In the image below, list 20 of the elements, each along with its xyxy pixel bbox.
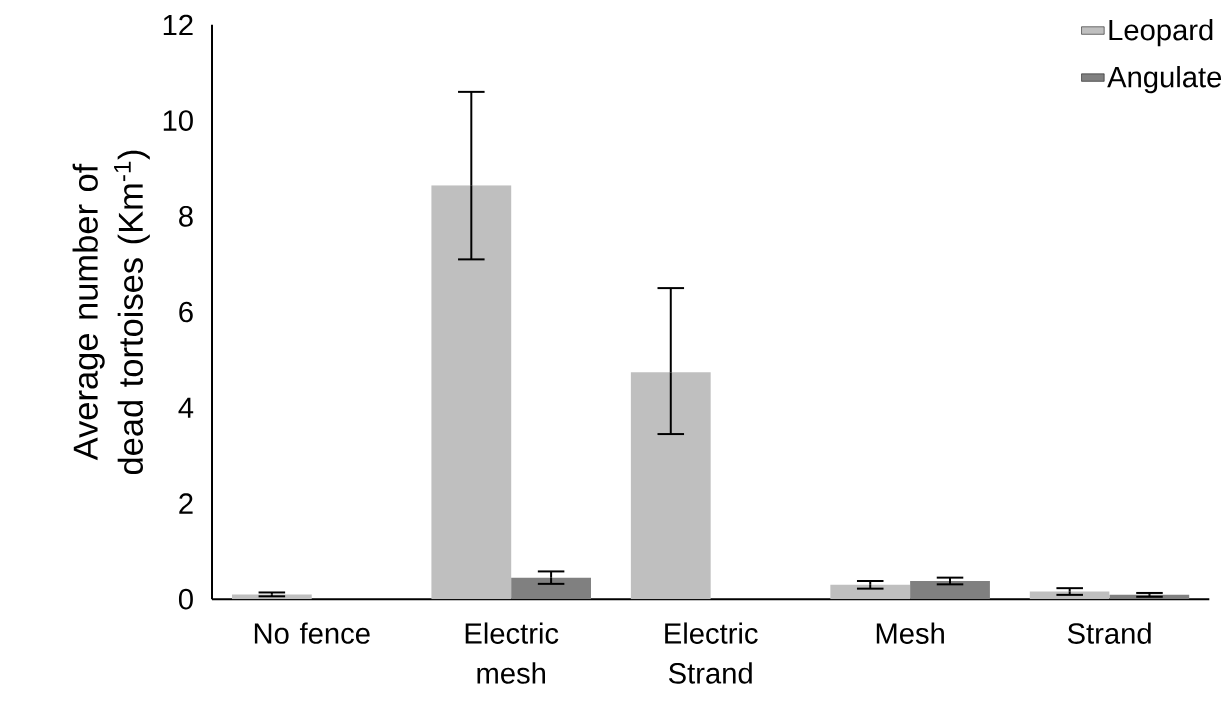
x-tick-label: Electric Strand bbox=[665, 622, 758, 684]
legend-label: Leopard bbox=[1109, 19, 1213, 47]
bar bbox=[910, 581, 990, 600]
bar bbox=[431, 185, 512, 600]
y-tick-label: 10 bbox=[163, 110, 193, 132]
x-tick-label: Mesh bbox=[876, 622, 944, 645]
y-tick-label: 4 bbox=[178, 397, 194, 418]
legend-label: Angulate bbox=[1107, 66, 1222, 94]
x-tick-label: Strand bbox=[1067, 622, 1151, 645]
y-tick-label: 2 bbox=[179, 493, 193, 514]
bar bbox=[630, 372, 711, 600]
x-tick-label: No fence bbox=[254, 622, 370, 645]
bar bbox=[830, 584, 911, 600]
bar bbox=[511, 577, 591, 600]
y-tick-label: 8 bbox=[179, 206, 193, 227]
y-axis-title: Average number of dead tortoises (Km$^{-1}$) bbox=[72, 150, 150, 475]
y-tick-label: 12 bbox=[163, 14, 193, 36]
y-tick-label: 0 bbox=[178, 589, 193, 610]
x-tick-label: Electric mesh bbox=[465, 622, 559, 684]
y-tick-label: 6 bbox=[179, 301, 193, 323]
